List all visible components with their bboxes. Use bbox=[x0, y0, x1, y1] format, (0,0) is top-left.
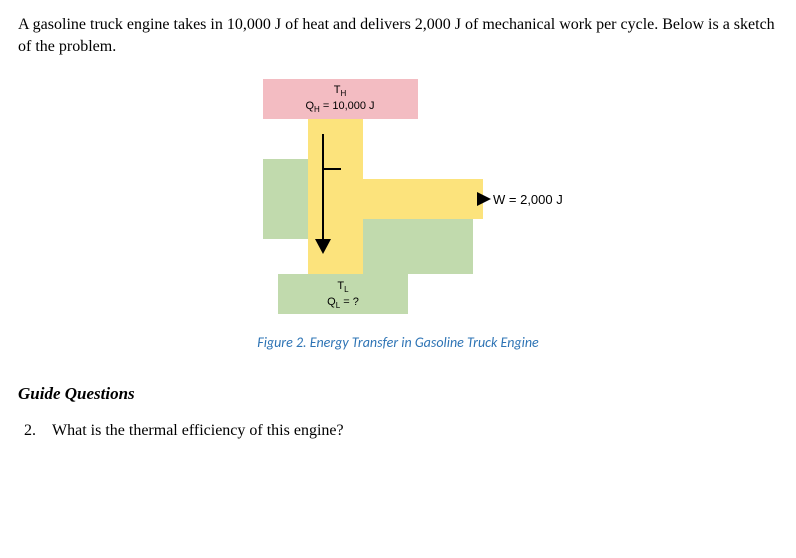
problem-statement: A gasoline truck engine takes in 10,000 … bbox=[18, 14, 778, 59]
question-item: 2. What is the thermal efficiency of thi… bbox=[18, 420, 778, 442]
cold-q-label: QL = ? bbox=[327, 296, 359, 310]
arrow-right-head bbox=[477, 192, 491, 206]
green-block-left bbox=[263, 159, 308, 239]
guide-questions-heading: Guide Questions bbox=[18, 382, 778, 406]
figure-caption: Figure 2. Energy Transfer in Gasoline Tr… bbox=[257, 333, 538, 353]
energy-diagram: TH QH = 10,000 J W = 2,000 J TL QL = ? bbox=[223, 79, 573, 319]
question-number: 2. bbox=[24, 420, 42, 442]
hot-reservoir bbox=[263, 79, 418, 119]
question-text: What is the thermal efficiency of this e… bbox=[52, 420, 344, 442]
figure-container: TH QH = 10,000 J W = 2,000 J TL QL = ? F… bbox=[18, 79, 778, 353]
engine-arm bbox=[363, 179, 483, 219]
work-label: W = 2,000 J bbox=[493, 192, 563, 207]
engine-stem bbox=[308, 119, 363, 274]
green-block-right bbox=[363, 219, 473, 274]
